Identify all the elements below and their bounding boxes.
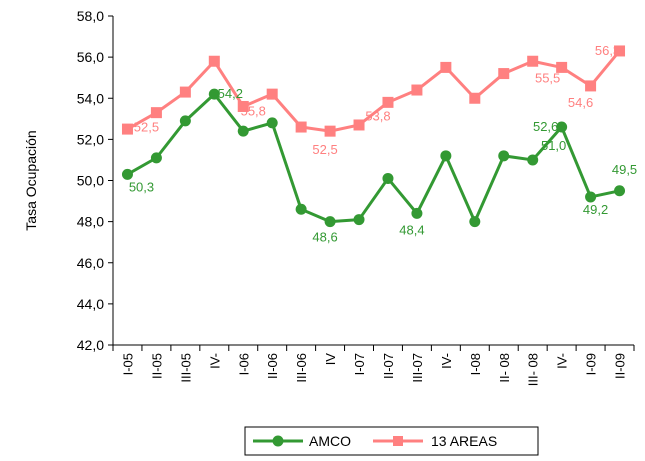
data-point-13-areas [266, 88, 278, 100]
x-tick-label: III- 08 [526, 353, 541, 386]
x-tick-label: II- 08 [497, 353, 512, 383]
data-point-amco [440, 150, 452, 162]
data-point-13-areas [556, 61, 568, 73]
data-label-13-areas: 52,5 [134, 120, 159, 135]
data-point-amco [150, 152, 162, 164]
data-point-amco [353, 214, 365, 226]
y-axis-title: Tasa Ocupación [23, 130, 39, 230]
data-point-amco [179, 115, 191, 127]
data-point-amco [527, 154, 539, 166]
data-point-13-areas [353, 119, 365, 131]
data-point-13-areas [440, 61, 452, 73]
y-tick-label: 52,0 [77, 131, 104, 147]
series-line-amco [126, 92, 620, 224]
data-point-amco [556, 121, 568, 133]
x-tick-label: II-06 [265, 353, 280, 379]
data-label-13-areas: 56,3 [595, 43, 620, 58]
x-tick-label: IV [323, 353, 338, 366]
legend-13-areas-marker [393, 436, 403, 446]
data-point-13-areas [121, 123, 133, 135]
data-label-amco: 54,2 [218, 86, 243, 101]
data-point-13-areas [527, 55, 539, 67]
series-amco [121, 88, 626, 228]
data-label-amco: 49,2 [583, 202, 608, 217]
y-axis-ticks: 42,0 44,0 46,0 48,0 50,0 52,0 54,0 56,0 58,0 [77, 8, 113, 353]
y-tick-label: 56,0 [77, 49, 104, 65]
data-point-13-areas [614, 45, 626, 57]
data-point-13-areas [411, 84, 423, 96]
legend-amco-marker [272, 435, 284, 447]
x-tick-label: I-07 [352, 353, 367, 375]
x-tick-label: I-05 [120, 353, 135, 375]
x-tick-label: I-09 [584, 353, 599, 375]
data-point-13-areas [208, 55, 220, 67]
y-tick-label: 46,0 [77, 255, 104, 271]
x-tick-label: II-09 [613, 353, 628, 379]
data-label-13-areas: 53,8 [365, 108, 390, 123]
data-point-amco [324, 216, 336, 228]
y-tick-label: 58,0 [77, 8, 104, 24]
data-point-13-areas [150, 107, 162, 119]
data-label-amco: 48,4 [399, 222, 424, 237]
legend: AMCO 13 AREAS [244, 426, 539, 456]
x-axis-ticks: I-05 II-05 III-05 IV- I-06 II-06 III-06 IV I-07 I… [112, 345, 635, 386]
x-tick-label: I-08 [468, 353, 483, 375]
data-point-amco [121, 168, 133, 180]
x-tick-label: IV- [555, 353, 570, 369]
x-tick-label: II-07 [381, 353, 396, 379]
data-label-13-areas: 55,5 [535, 70, 560, 85]
data-point-amco [614, 185, 626, 197]
legend-13-areas-label: 13 AREAS [431, 433, 497, 449]
data-label-amco: 52,6 [533, 119, 558, 134]
data-point-13-areas [179, 86, 191, 98]
x-tick-label: III-07 [410, 353, 425, 383]
data-point-amco [266, 117, 278, 129]
y-tick-label: 48,0 [77, 214, 104, 230]
x-tick-label: III-05 [178, 353, 193, 383]
y-tick-label: 54,0 [77, 90, 104, 106]
data-label-amco: 51,0 [541, 138, 566, 153]
x-tick-label: IV- [207, 353, 222, 369]
y-tick-label: 44,0 [77, 296, 104, 312]
data-point-13-areas [382, 96, 394, 108]
data-label-13-areas: 55,8 [241, 103, 266, 118]
data-point-13-areas [295, 121, 307, 133]
data-point-13-areas [324, 125, 336, 137]
data-point-13-areas [237, 100, 249, 112]
x-tick-label: IV- [439, 353, 454, 369]
data-label-amco: 48,6 [312, 230, 337, 245]
data-point-13-areas [498, 68, 510, 80]
data-label-13-areas: 52,5 [312, 142, 337, 157]
data-point-amco [498, 150, 510, 162]
series-13-areas [121, 45, 626, 137]
data-point-amco [295, 203, 307, 215]
data-point-13-areas [469, 92, 481, 104]
legend-amco-label: AMCO [309, 433, 351, 449]
y-tick-label: 50,0 [77, 173, 104, 189]
data-label-amco: 49,5 [612, 162, 637, 177]
x-tick-label: II-05 [149, 353, 164, 379]
data-label-amco: 50,3 [129, 179, 154, 194]
series-layer [121, 45, 626, 228]
data-label-13-areas: 54,6 [568, 95, 593, 110]
data-point-amco [237, 125, 249, 137]
y-tick-label: 42,0 [77, 337, 104, 353]
data-point-amco [469, 216, 481, 228]
data-point-amco [585, 191, 597, 203]
data-point-13-areas [585, 80, 597, 92]
x-tick-label: I-06 [236, 353, 251, 375]
data-point-amco [382, 172, 394, 184]
data-point-amco [411, 207, 423, 219]
x-tick-label: III-06 [294, 353, 309, 383]
data-point-amco [208, 88, 220, 100]
data-labels-layer: 50,3 54,2 48,6 48,4 52,6 51,0 49,2 49,5 52,5 55,8… [129, 43, 637, 245]
